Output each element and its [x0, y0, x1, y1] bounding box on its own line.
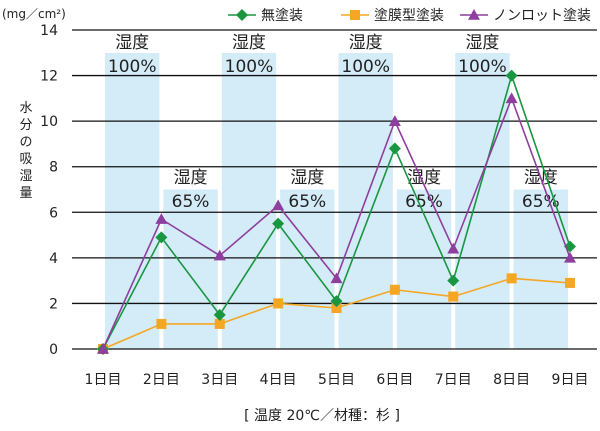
data-point: [447, 242, 460, 254]
data-point: [448, 291, 459, 302]
data-point: [273, 298, 284, 309]
data-point: [272, 217, 285, 230]
humidity-band: [163, 189, 218, 349]
y-tick-label: 6: [49, 205, 58, 221]
series-triangle: [97, 92, 576, 354]
data-point: [155, 231, 168, 244]
band-label: 湿度: [174, 168, 208, 188]
band-label: 湿度: [465, 33, 499, 53]
x-tick-label: 4日目: [260, 372, 297, 388]
x-tick-label: 7日目: [435, 372, 472, 388]
y-tick-label: 4: [49, 251, 58, 267]
legend-marker: [350, 10, 360, 20]
legend: 無塗装 塗膜型塗装 ノンロット塗装: [228, 7, 591, 24]
gridlines: [72, 29, 597, 350]
legend-label: 塗膜型塗装: [374, 7, 444, 24]
band-value-label: 100%: [458, 57, 507, 77]
band-value-label: 100%: [341, 57, 390, 77]
humidity-band: [513, 189, 568, 349]
band-value-label: 100%: [225, 57, 274, 77]
data-point: [388, 142, 401, 155]
y-tick-label: 12: [40, 69, 58, 85]
humidity-band: [280, 189, 335, 349]
legend-marker: [236, 9, 248, 21]
data-point: [447, 274, 460, 287]
band-label: 湿度: [290, 168, 324, 188]
x-tick-label: 8日目: [493, 372, 530, 388]
data-point: [272, 199, 285, 211]
band-label: 湿度: [407, 168, 441, 188]
data-point: [564, 251, 576, 263]
data-point: [330, 272, 343, 284]
data-point: [213, 249, 226, 261]
y-tick-label: 10: [40, 114, 58, 130]
data-point: [505, 69, 518, 82]
series-diamond: [97, 69, 576, 355]
band-label: 湿度: [349, 33, 383, 53]
data-point: [97, 343, 109, 354]
x-tick-labels: 1日目 2日目 3日目 4日目 5日目 6日目 7日目 8日目 9日目: [85, 372, 589, 388]
data-point: [331, 302, 342, 313]
y-tick-label: 0: [49, 342, 58, 358]
band-value-label: 65%: [522, 192, 560, 212]
y-tick-label: 2: [49, 296, 58, 312]
data-point: [156, 318, 167, 329]
unit-label: (mg／cm²): [2, 7, 66, 21]
band-value-label: 100%: [108, 57, 157, 77]
band-label: 湿度: [232, 33, 266, 53]
humidity-band: [105, 53, 160, 349]
legend-marker: [468, 9, 480, 20]
humidity-band: [221, 53, 277, 349]
data-point: [389, 284, 400, 295]
y-axis-label: 水分の吸湿量: [19, 101, 32, 201]
band-value-label: 65%: [405, 192, 443, 212]
y-tick-label: 8: [49, 160, 58, 176]
data-point: [565, 277, 575, 288]
series-group: [97, 69, 576, 355]
chart-caption: [ 温度 20℃／材種：杉 ]: [244, 408, 400, 424]
x-tick-label: 6日目: [376, 372, 413, 388]
legend-label: 無塗装: [261, 7, 303, 24]
x-tick-label: 9日目: [552, 372, 589, 388]
data-point: [213, 308, 226, 321]
band-value-label: 65%: [288, 192, 326, 212]
data-point: [505, 92, 518, 104]
humidity-band-labels: 湿度100%湿度65%湿度100%湿度65%湿度100%湿度65%湿度100%湿…: [108, 33, 560, 212]
humidity-band: [455, 53, 510, 349]
y-tick-labels: 0 2 4 6 8 10 12 14: [40, 23, 58, 358]
data-point: [214, 318, 225, 329]
band-label: 湿度: [115, 33, 149, 53]
y-tick-label: 14: [40, 23, 58, 39]
data-point: [506, 273, 517, 284]
band-value-label: 65%: [172, 192, 210, 212]
data-point: [330, 295, 343, 308]
x-tick-label: 1日目: [85, 372, 122, 388]
x-tick-label: 5日目: [318, 372, 355, 388]
data-point: [155, 213, 168, 224]
x-tick-label: 3日目: [201, 372, 238, 388]
data-point: [388, 115, 401, 126]
legend-label: ノンロット塗装: [493, 7, 591, 24]
x-tick-label: 2日目: [143, 372, 180, 388]
